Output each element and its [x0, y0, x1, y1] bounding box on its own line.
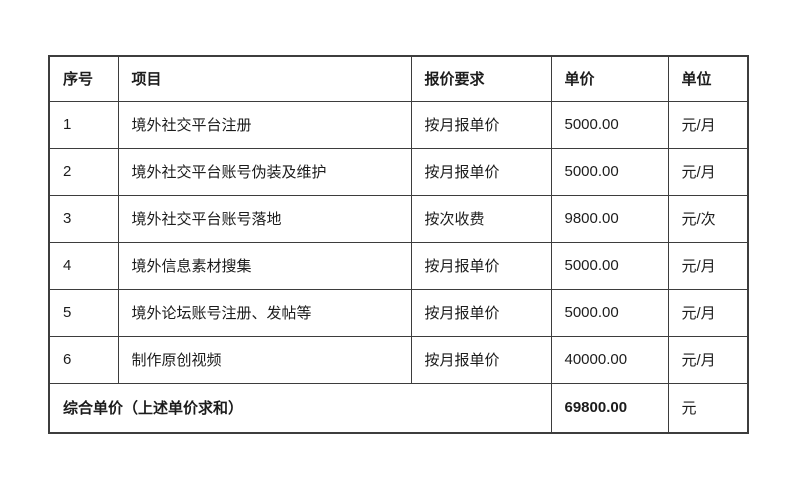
cell-quote: 按月报单价: [410, 147, 552, 196]
cell-no: 6: [48, 335, 119, 384]
cell-item: 境外社交平台账号落地: [117, 194, 412, 243]
summary-unit: 元: [667, 382, 749, 434]
table-row: 4 境外信息素材搜集 按月报单价 5000.00 元/月: [48, 241, 749, 290]
table-row: 6 制作原创视频 按月报单价 40000.00 元/月: [48, 335, 749, 384]
cell-no: 4: [48, 241, 119, 290]
cell-unit: 元/月: [667, 100, 749, 149]
column-header-no: 序号: [48, 55, 119, 102]
summary-label: 综合单价（上述单价求和）: [48, 382, 552, 434]
cell-no: 3: [48, 194, 119, 243]
cell-item: 制作原创视频: [117, 335, 412, 384]
cell-no: 2: [48, 147, 119, 196]
cell-quote: 按次收费: [410, 194, 552, 243]
column-header-price: 单价: [550, 55, 669, 102]
cell-item: 境外论坛账号注册、发帖等: [117, 288, 412, 337]
cell-no: 1: [48, 100, 119, 149]
cell-price: 40000.00: [550, 335, 669, 384]
cell-unit: 元/月: [667, 335, 749, 384]
cell-unit: 元/月: [667, 147, 749, 196]
cell-quote: 按月报单价: [410, 100, 552, 149]
cell-item: 境外信息素材搜集: [117, 241, 412, 290]
header-row: 序号 项目 报价要求 单价 单位: [48, 55, 749, 102]
cell-quote: 按月报单价: [410, 335, 552, 384]
cell-unit: 元/月: [667, 288, 749, 337]
summary-row: 综合单价（上述单价求和） 69800.00 元: [48, 382, 749, 434]
cell-unit: 元/次: [667, 194, 749, 243]
table-row: 2 境外社交平台账号伪装及维护 按月报单价 5000.00 元/月: [48, 147, 749, 196]
cell-price: 5000.00: [550, 241, 669, 290]
cell-quote: 按月报单价: [410, 288, 552, 337]
table-row: 5 境外论坛账号注册、发帖等 按月报单价 5000.00 元/月: [48, 288, 749, 337]
column-header-item: 项目: [117, 55, 412, 102]
table-row: 3 境外社交平台账号落地 按次收费 9800.00 元/次: [48, 194, 749, 243]
cell-no: 5: [48, 288, 119, 337]
cell-price: 5000.00: [550, 147, 669, 196]
summary-total: 69800.00: [550, 382, 669, 434]
column-header-quote: 报价要求: [410, 55, 552, 102]
cell-price: 9800.00: [550, 194, 669, 243]
cell-price: 5000.00: [550, 288, 669, 337]
cell-price: 5000.00: [550, 100, 669, 149]
cell-unit: 元/月: [667, 241, 749, 290]
table-row: 1 境外社交平台注册 按月报单价 5000.00 元/月: [48, 100, 749, 149]
column-header-unit: 单位: [667, 55, 749, 102]
pricing-table: 序号 项目 报价要求 单价 单位 1 境外社交平台注册 按月报单价 5000.0…: [48, 55, 749, 434]
cell-item: 境外社交平台注册: [117, 100, 412, 149]
cell-quote: 按月报单价: [410, 241, 552, 290]
cell-item: 境外社交平台账号伪装及维护: [117, 147, 412, 196]
